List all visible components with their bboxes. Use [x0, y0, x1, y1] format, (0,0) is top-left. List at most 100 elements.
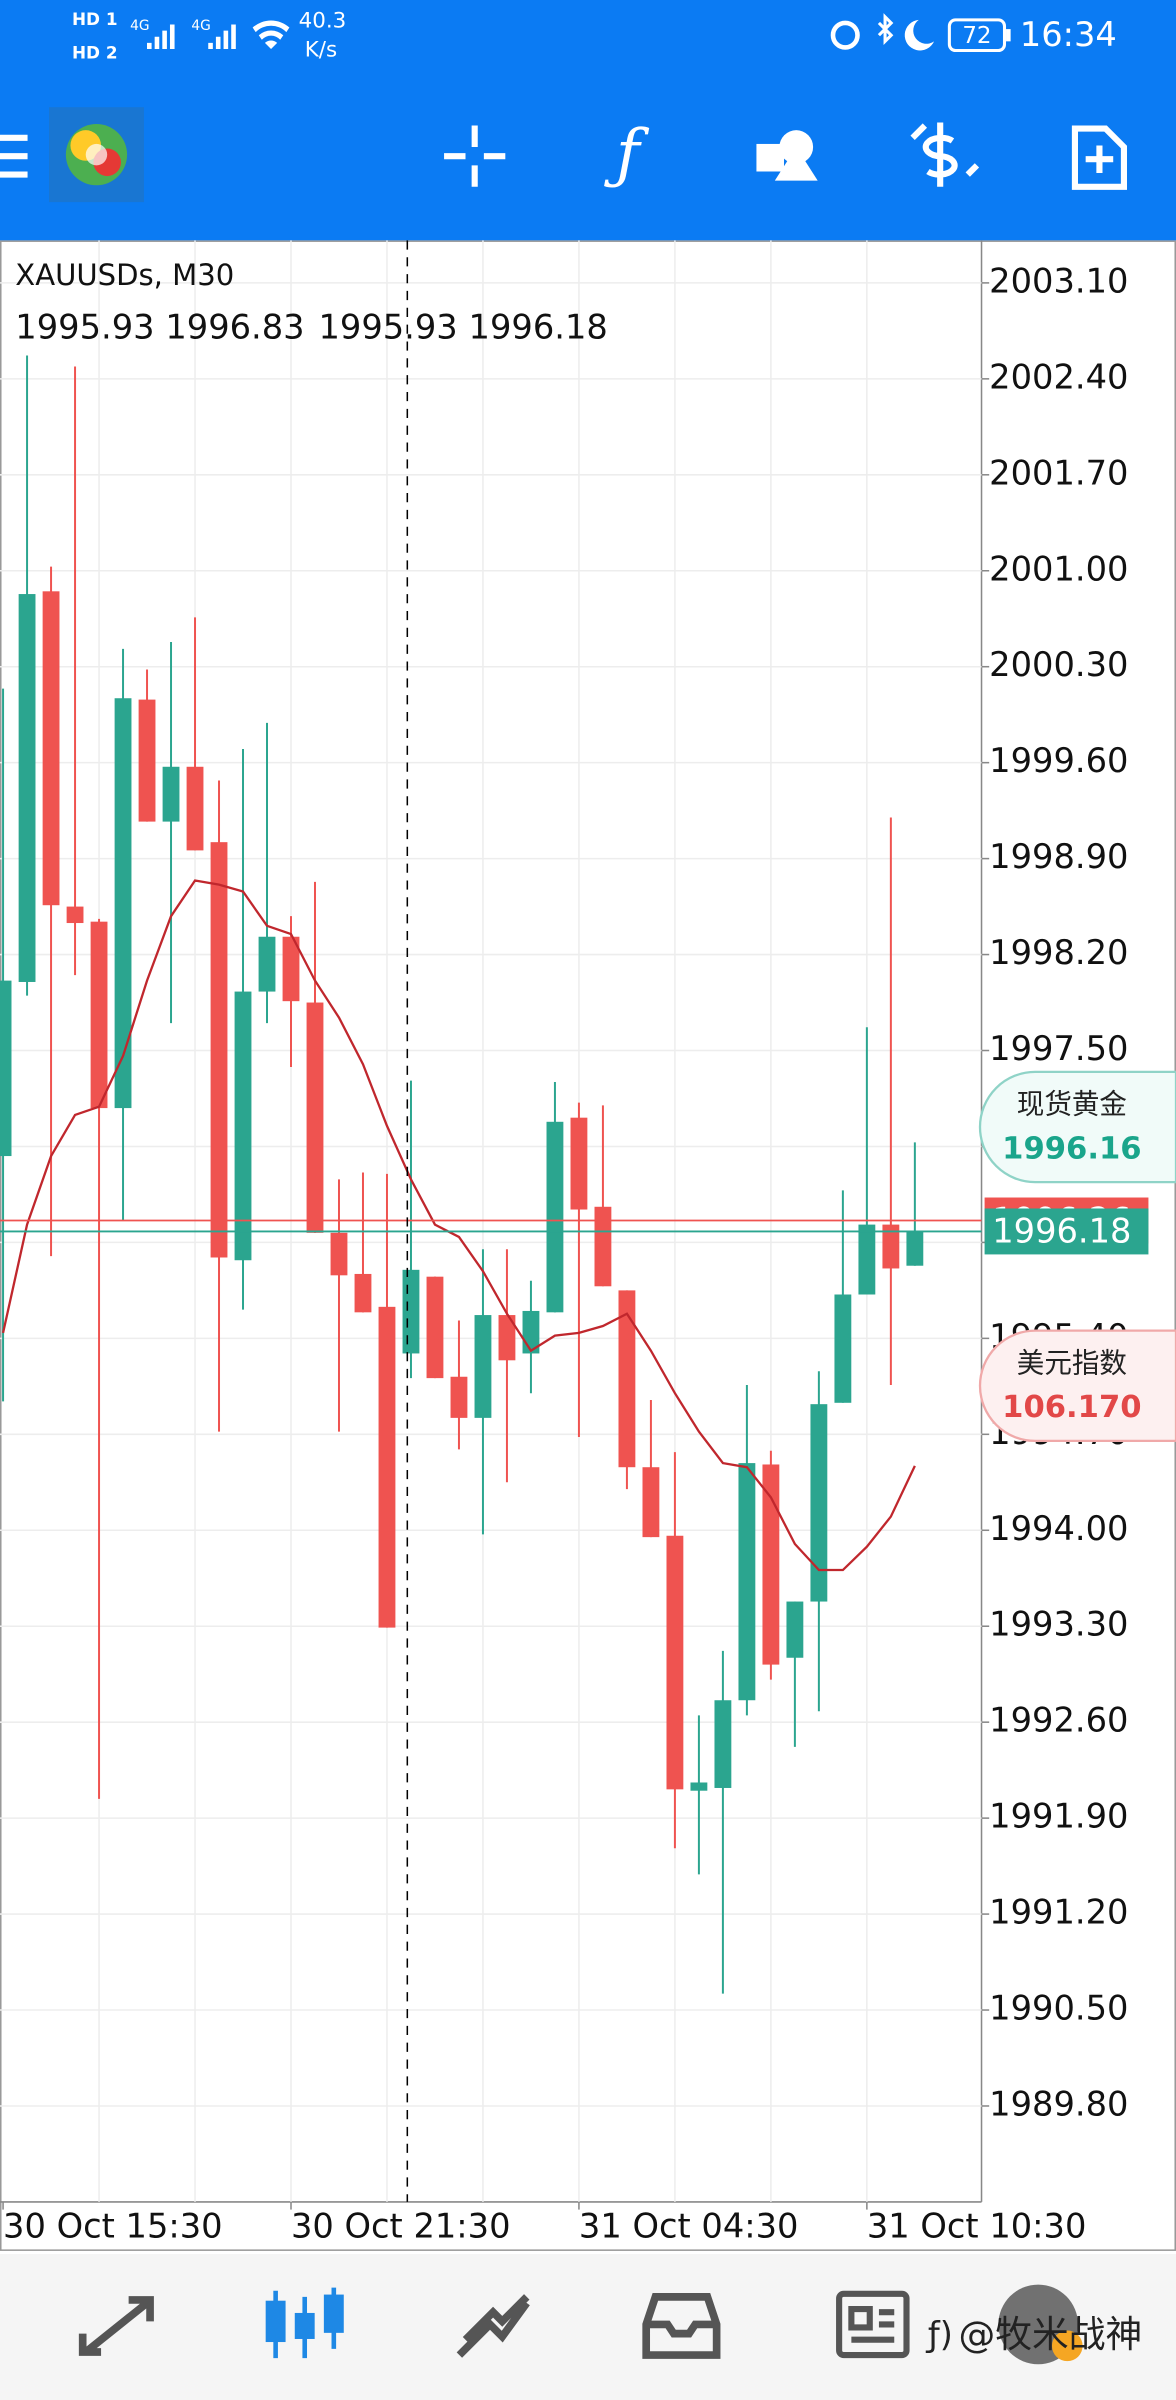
- y-tick-label: 1998.90: [989, 837, 1128, 876]
- trade-tab[interactable]: [456, 2294, 530, 2358]
- y-tick-label: 2002.40: [989, 357, 1128, 396]
- candle-body: [258, 936, 276, 992]
- y-tick-label: 2003.10: [989, 261, 1128, 300]
- candle-body: [66, 906, 84, 924]
- y-tick-label: 1989.80: [989, 2084, 1128, 2123]
- dxy-widget[interactable]: 美元指数 106.170: [978, 1329, 1176, 1443]
- quotes-tab[interactable]: [78, 2296, 154, 2356]
- y-tick-label: 1993.30: [989, 1605, 1128, 1644]
- candle-body: [0, 980, 12, 1157]
- candle-body: [18, 594, 36, 982]
- y-tick-label: 1994.00: [989, 1509, 1128, 1548]
- x-tick-label: 30 Oct 15:30: [3, 2206, 223, 2245]
- trade-button[interactable]: [910, 122, 980, 187]
- candle-body: [690, 1782, 708, 1791]
- candle-body: [498, 1315, 516, 1361]
- y-tick-label: 2000.30: [989, 645, 1128, 684]
- status-bar: HD 1 HD 2 4G 4G 40.3 K/s 72 16:34: [72, 8, 1117, 62]
- battery-tip: [1006, 29, 1011, 42]
- candle-body: [738, 1463, 756, 1701]
- candle-body: [786, 1601, 804, 1658]
- y-tick-label: 1998.20: [989, 933, 1128, 972]
- widget-value: 1996.16: [1002, 1131, 1141, 1166]
- candle-body: [642, 1467, 660, 1538]
- candle-body: [594, 1206, 612, 1287]
- new-order-button[interactable]: [1071, 125, 1127, 190]
- sim-label: HD 1: [72, 9, 118, 29]
- candle-body: [306, 1002, 324, 1233]
- alarm-icon: [830, 20, 860, 50]
- widget-value: 106.170: [1002, 1390, 1141, 1425]
- price-badges: 1996.261996.18: [984, 1197, 1149, 1255]
- candle-body: [186, 766, 204, 851]
- candle-body: [450, 1376, 468, 1418]
- axes: 2003.10 2002.40 2001.70 2001.00 2000.30 1999.…: [2, 261, 1128, 2245]
- candle-body: [210, 842, 228, 1258]
- crosshair-button[interactable]: [444, 125, 506, 187]
- x-tick-label: 31 Oct 04:30: [579, 2206, 799, 2245]
- symbol-title: XAUUSDs, M30: [15, 258, 234, 292]
- candle-body: [162, 766, 180, 822]
- news-tab[interactable]: [836, 2290, 910, 2359]
- widget-title: 美元指数: [1017, 1347, 1127, 1379]
- candle-body: [882, 1224, 900, 1269]
- network-label: 4G: [130, 18, 149, 34]
- candle-body: [354, 1273, 372, 1313]
- moon-icon: [904, 19, 935, 51]
- x-tick-label: 31 Oct 10:30: [867, 2206, 1087, 2245]
- watermark-logo: ƒ): [925, 2315, 953, 2354]
- clock: 16:34: [1020, 15, 1117, 54]
- price-badge: [984, 1208, 1149, 1255]
- candle-body: [570, 1117, 588, 1210]
- watermark: @牧米战神: [959, 2313, 1143, 2356]
- widget-title: 现货黄金: [1017, 1089, 1127, 1121]
- app-bar-bg: [0, 0, 1176, 241]
- badge-dot: [1051, 2330, 1083, 2362]
- x-tick-label: 30 Oct 21:30: [291, 2206, 511, 2245]
- battery-icon: [947, 18, 1007, 53]
- candle-body: [426, 1276, 444, 1379]
- moving-average: [1, 879, 916, 1572]
- y-tick-label: 1990.50: [989, 1989, 1128, 2028]
- candle-body: [906, 1231, 924, 1266]
- candle-body: [834, 1294, 852, 1403]
- objects-button[interactable]: [756, 130, 818, 181]
- candle-body: [762, 1464, 780, 1665]
- ohlc-high: 1996.83: [165, 308, 304, 347]
- history-tab[interactable]: [642, 2293, 721, 2359]
- candle-body: [474, 1315, 492, 1418]
- app-logo[interactable]: [49, 107, 144, 203]
- ohlc-close: 1996.18: [469, 308, 608, 347]
- gold-widget[interactable]: 现货黄金 1996.16: [978, 1070, 1176, 1184]
- sim-label: HD 2: [72, 43, 118, 63]
- signal-icon: [208, 24, 236, 49]
- ohlc-low: 1995.93: [319, 308, 458, 347]
- candle-body: [714, 1700, 732, 1788]
- bluetooth-icon: [877, 13, 894, 46]
- chart-tab[interactable]: [265, 2287, 344, 2359]
- menu-button[interactable]: [0, 134, 28, 178]
- y-tick-label: 1991.90: [989, 1797, 1128, 1836]
- chart-panel: [0, 240, 1176, 2251]
- bottom-nav: [0, 2253, 1176, 2400]
- y-tick-label: 1992.60: [989, 1701, 1128, 1740]
- y-tick-label: 1991.20: [989, 1893, 1128, 1932]
- candle-body: [138, 699, 156, 822]
- y-tick-label: 1999.60: [989, 741, 1128, 780]
- candle-body: [378, 1306, 396, 1628]
- plot: [0, 355, 982, 1994]
- candle-body: [234, 991, 252, 1261]
- candle-body: [282, 936, 300, 1002]
- candle-body: [618, 1290, 636, 1468]
- y-tick-label: 2001.70: [989, 453, 1128, 492]
- network-label: 4G: [191, 18, 210, 34]
- candle-body: [810, 1404, 828, 1602]
- battery-level: 72: [962, 23, 991, 49]
- candle-body: [42, 591, 60, 906]
- ohlc-open: 1995.93: [15, 308, 154, 347]
- net-speed: 40.3: [299, 8, 347, 33]
- wifi-icon: [252, 20, 290, 49]
- candle-body: [666, 1535, 684, 1790]
